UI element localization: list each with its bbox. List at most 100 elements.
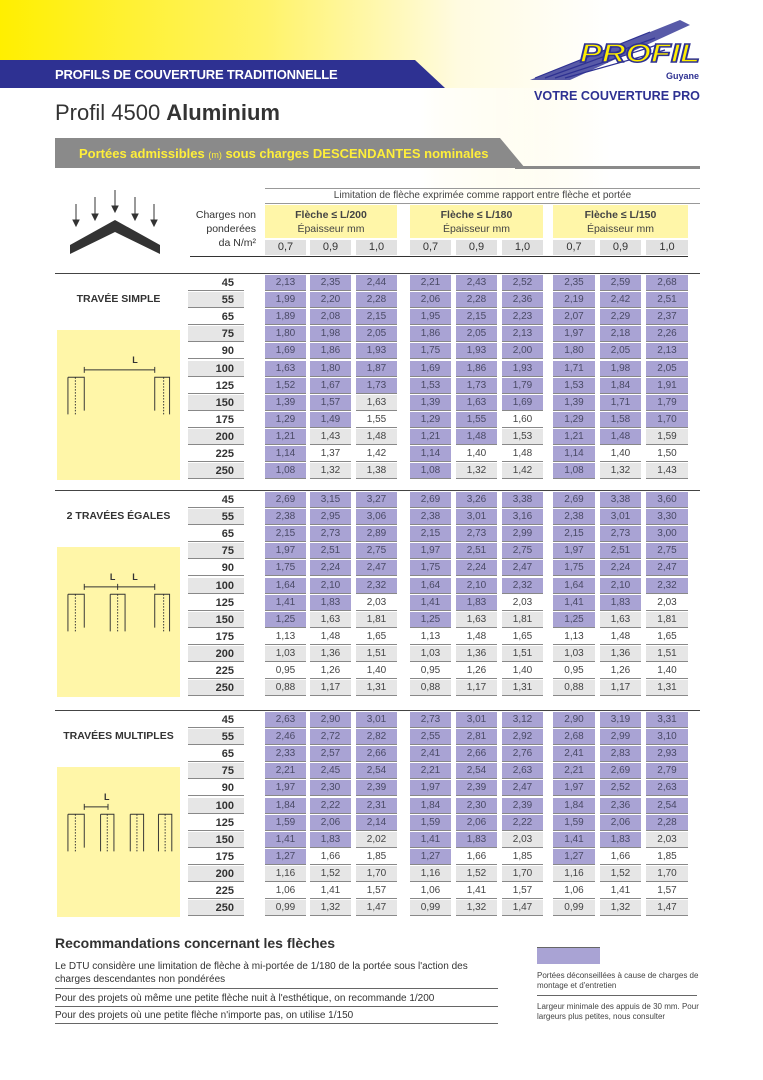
span-cell: 1,65 [356, 629, 397, 645]
span-cell: 0,88 [410, 680, 451, 697]
span-cell: 1,53 [553, 377, 595, 394]
load-value: 45 [188, 275, 244, 291]
span-cell: 1,40 [356, 663, 397, 679]
span-cell: 1,64 [553, 577, 595, 594]
span-cell: 1,63 [265, 360, 306, 377]
span-diagram-icon [67, 366, 171, 415]
span-cell: 2,68 [646, 275, 688, 291]
span-cell: 2,89 [356, 526, 397, 543]
span-cell: 1,98 [310, 326, 351, 343]
span-cell: 3,01 [456, 712, 497, 728]
span-cell: 2,39 [502, 797, 543, 814]
span-cell: 1,27 [410, 848, 451, 865]
span-cell: 2,06 [310, 814, 351, 831]
span-cell: 1,08 [410, 463, 451, 480]
recommendations-title: Recommandations concernant les flèches [55, 935, 336, 951]
span-cell: 2,03 [502, 831, 543, 848]
span-cell: 1,57 [310, 394, 351, 411]
svg-text:PROFIL: PROFIL [580, 38, 700, 68]
thickness-header: 0,9 [456, 240, 497, 255]
span-cell: 2,45 [310, 763, 351, 780]
span-cell: 1,98 [600, 360, 641, 377]
span-cell: 1,32 [456, 463, 497, 480]
span-cell: 1,69 [265, 343, 306, 360]
span-cell: 1,31 [502, 680, 543, 697]
span-cell: 1,65 [502, 629, 543, 645]
span-cell: 1,39 [553, 394, 595, 411]
span-cell: 2,24 [310, 560, 351, 577]
span-cell: 1,63 [600, 611, 641, 628]
load-value: 65 [188, 746, 244, 763]
span-cell: 2,08 [310, 309, 351, 326]
span-cell: 1,25 [410, 611, 451, 628]
span-diagram-icon [67, 583, 171, 632]
thickness-header: 0,7 [410, 240, 451, 255]
span-cell: 1,93 [356, 343, 397, 360]
span-cell: 1,86 [410, 326, 451, 343]
span-cell: 3,00 [646, 526, 688, 543]
load-value: 200 [188, 645, 244, 662]
span-cell: 2,37 [646, 309, 688, 326]
span-cell: 2,15 [356, 309, 397, 326]
span-cell: 2,52 [502, 275, 543, 291]
load-value: 150 [188, 831, 244, 848]
span-cell: 2,47 [502, 560, 543, 577]
span-cell: 1,48 [456, 629, 497, 645]
span-cell: 2,06 [456, 814, 497, 831]
span-cell: 1,41 [265, 594, 306, 611]
span-cell: 1,41 [410, 594, 451, 611]
span-cell: 2,30 [310, 780, 351, 797]
span-cell: 1,83 [600, 831, 641, 848]
span-cell: 1,71 [600, 394, 641, 411]
span-cell: 2,47 [646, 560, 688, 577]
span-cell: 0,99 [265, 900, 306, 917]
span-cell: 1,70 [502, 865, 543, 882]
recommendation-item: Pour des projets où une petite flèche n'… [55, 1008, 498, 1024]
span-cell: 2,06 [410, 292, 451, 309]
span-cell: 2,24 [600, 560, 641, 577]
span-diagram-panel [57, 547, 180, 698]
span-cell: 2,03 [646, 595, 688, 611]
span-cell: 3,16 [502, 509, 543, 526]
span-cell: 1,97 [553, 543, 595, 560]
span-cell: 2,59 [600, 275, 641, 291]
span-cell: 2,69 [410, 492, 451, 508]
span-cell: 2,63 [265, 712, 306, 728]
span-cell: 1,57 [646, 883, 688, 899]
span-cell: 1,06 [553, 883, 595, 899]
span-cell: 1,29 [265, 411, 306, 428]
span-cell: 1,06 [265, 883, 306, 899]
thickness-header: 1,0 [356, 240, 397, 255]
span-cell: 2,21 [410, 275, 451, 291]
load-value: 90 [188, 343, 244, 360]
charges-label: Charges non ponderées da N/m² [195, 209, 256, 249]
span-cell: 1,36 [310, 645, 351, 662]
span-cell: 1,32 [456, 900, 497, 917]
span-cell: 2,99 [600, 729, 641, 746]
span-cell: 1,43 [646, 463, 688, 480]
span-cell: 1,79 [502, 377, 543, 394]
span-cell: 1,58 [600, 411, 641, 428]
span-cell: 2,00 [502, 343, 543, 360]
span-cell: 0,88 [553, 680, 595, 697]
span-cell: 1,85 [646, 849, 688, 865]
span-cell: 1,57 [502, 883, 543, 899]
span-cell: 2,21 [265, 763, 306, 780]
span-cell: 2,54 [356, 763, 397, 780]
span-cell: 2,66 [356, 746, 397, 763]
span-cell: 1,21 [553, 428, 595, 445]
span-cell: 1,49 [310, 411, 351, 428]
section-divider [55, 273, 700, 274]
span-cell: 1,03 [265, 645, 306, 662]
thickness-header: 1,0 [646, 240, 688, 255]
span-cell: 2,22 [502, 814, 543, 831]
category-title: PROFILS DE COUVERTURE TRADITIONNELLE [55, 67, 338, 82]
load-value: 225 [188, 883, 244, 899]
span-cell: 1,75 [265, 560, 306, 577]
recommendation-item: Pour des projets où même une petite flèc… [55, 991, 498, 1007]
span-cell: 2,15 [456, 309, 497, 326]
load-value: 75 [188, 763, 244, 780]
span-cell: 2,26 [646, 326, 688, 343]
span-cell: 1,93 [502, 360, 543, 377]
section-title: 2 TRAVÉES ÉGALES [66, 510, 171, 522]
